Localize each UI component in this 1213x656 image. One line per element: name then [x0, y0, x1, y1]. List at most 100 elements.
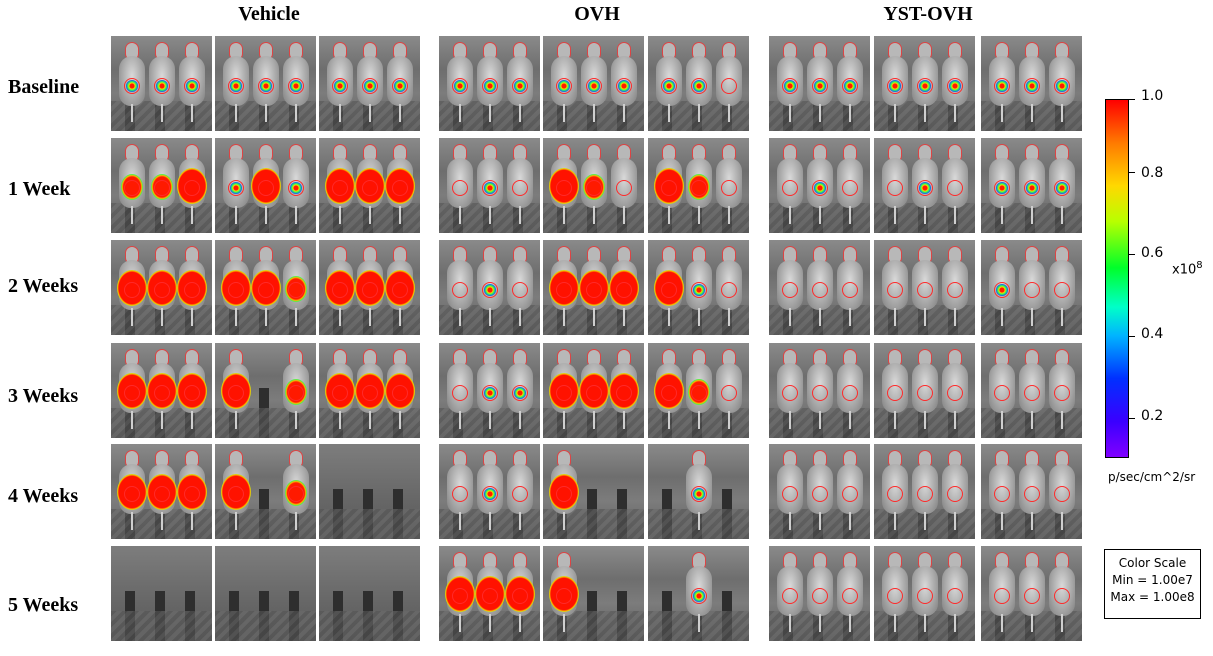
panel-yst-ovh-row5-3	[980, 443, 1083, 540]
mouse-tail	[563, 512, 565, 530]
roi-circle	[887, 588, 903, 604]
mouse	[1049, 42, 1075, 122]
mouse-tail	[1031, 614, 1033, 632]
roi-circle	[1024, 282, 1040, 298]
roi-circle	[124, 78, 140, 94]
mouse	[686, 349, 712, 429]
mouse-tail	[593, 411, 595, 429]
mouse-tail	[161, 512, 163, 530]
mouse-tail	[849, 512, 851, 530]
roi-circle	[452, 385, 468, 401]
roi-circle	[154, 385, 170, 401]
mouse	[581, 144, 607, 224]
mouse	[912, 349, 938, 429]
mouse-tail	[789, 308, 791, 326]
roi-circle	[661, 78, 677, 94]
roi-circle	[721, 180, 737, 196]
mouse-tail	[489, 614, 491, 632]
roi-circle	[452, 486, 468, 502]
panel-ovh-row5-3	[647, 443, 750, 540]
roi-circle	[362, 282, 378, 298]
mouse-tail	[563, 308, 565, 326]
mouse	[119, 144, 145, 224]
mouse	[686, 246, 712, 326]
mouse-tail	[623, 104, 625, 122]
mouse	[325, 349, 355, 429]
roi-circle	[1054, 385, 1070, 401]
panel-vehicle-row2-2	[214, 137, 317, 234]
panel-yst-ovh-row4-1	[768, 342, 871, 439]
roi-circle	[392, 78, 408, 94]
mouse-tail	[295, 206, 297, 224]
mouse	[716, 42, 742, 122]
mouse-tail	[131, 206, 133, 224]
mouse-tail	[849, 104, 851, 122]
mouse	[1049, 552, 1075, 632]
mouse-tail	[519, 104, 521, 122]
mouse-tail	[728, 308, 730, 326]
mouse-tail	[519, 206, 521, 224]
mouse	[942, 450, 968, 530]
mouse-tail	[131, 512, 133, 530]
panel-vehicle-row1-3	[318, 35, 421, 132]
mouse-tail	[849, 308, 851, 326]
panel-yst-ovh-row1-3	[980, 35, 1083, 132]
roi-circle	[721, 282, 737, 298]
panel-yst-ovh-row1-1	[768, 35, 871, 132]
cage-floor	[215, 408, 316, 438]
mouse	[385, 246, 415, 326]
mouse	[283, 349, 309, 429]
mouse	[1049, 349, 1075, 429]
mouse	[912, 450, 938, 530]
color-scale-max: Max = 1.00e8	[1110, 590, 1195, 604]
roi-circle	[556, 282, 572, 298]
roi-circle	[332, 385, 348, 401]
roi-circle	[616, 78, 632, 94]
mouse	[355, 246, 385, 326]
mouse-tail	[894, 206, 896, 224]
mouse	[989, 450, 1015, 530]
mouse	[807, 42, 833, 122]
panel-ovh-row5-1	[438, 443, 541, 540]
mouse	[1019, 246, 1045, 326]
mouse	[989, 246, 1015, 326]
mouse-tail	[295, 308, 297, 326]
mouse-tail	[1001, 411, 1003, 429]
mouse	[221, 349, 251, 429]
mouse-tail	[563, 206, 565, 224]
panel-vehicle-row4-2	[214, 342, 317, 439]
mouse-tail	[369, 206, 371, 224]
mouse-tail	[1061, 104, 1063, 122]
group-title-ovh: OVH	[574, 3, 620, 25]
mouse	[581, 42, 607, 122]
colorbar-multiplier: x108	[1172, 260, 1203, 278]
mouse	[253, 42, 279, 122]
roi-circle	[1024, 588, 1040, 604]
mouse-tail	[191, 411, 193, 429]
roi-circle	[586, 385, 602, 401]
mouse-tail	[295, 104, 297, 122]
mouse-tail	[1031, 308, 1033, 326]
mouse	[837, 349, 863, 429]
roi-circle	[812, 385, 828, 401]
mouse-tail	[519, 614, 521, 632]
panel-yst-ovh-row6-3	[980, 545, 1083, 642]
roi-circle	[812, 282, 828, 298]
mouse	[912, 552, 938, 632]
mouse-tail	[623, 308, 625, 326]
roi-circle	[721, 385, 737, 401]
roi-circle	[452, 180, 468, 196]
mouse	[477, 42, 503, 122]
mouse-tail	[819, 614, 821, 632]
mouse-tail	[954, 614, 956, 632]
cage-floor	[215, 611, 316, 641]
colorbar-tick-0-4: 0.4	[1141, 326, 1164, 342]
mouse	[177, 246, 207, 326]
mouse	[447, 144, 473, 224]
mouse	[283, 450, 309, 530]
panel-ovh-row3-1	[438, 239, 541, 336]
mouse-tail	[489, 206, 491, 224]
mouse	[477, 349, 503, 429]
panel-vehicle-row5-3	[318, 443, 421, 540]
colorbar-tick-0-2: 0.2	[1141, 408, 1164, 424]
